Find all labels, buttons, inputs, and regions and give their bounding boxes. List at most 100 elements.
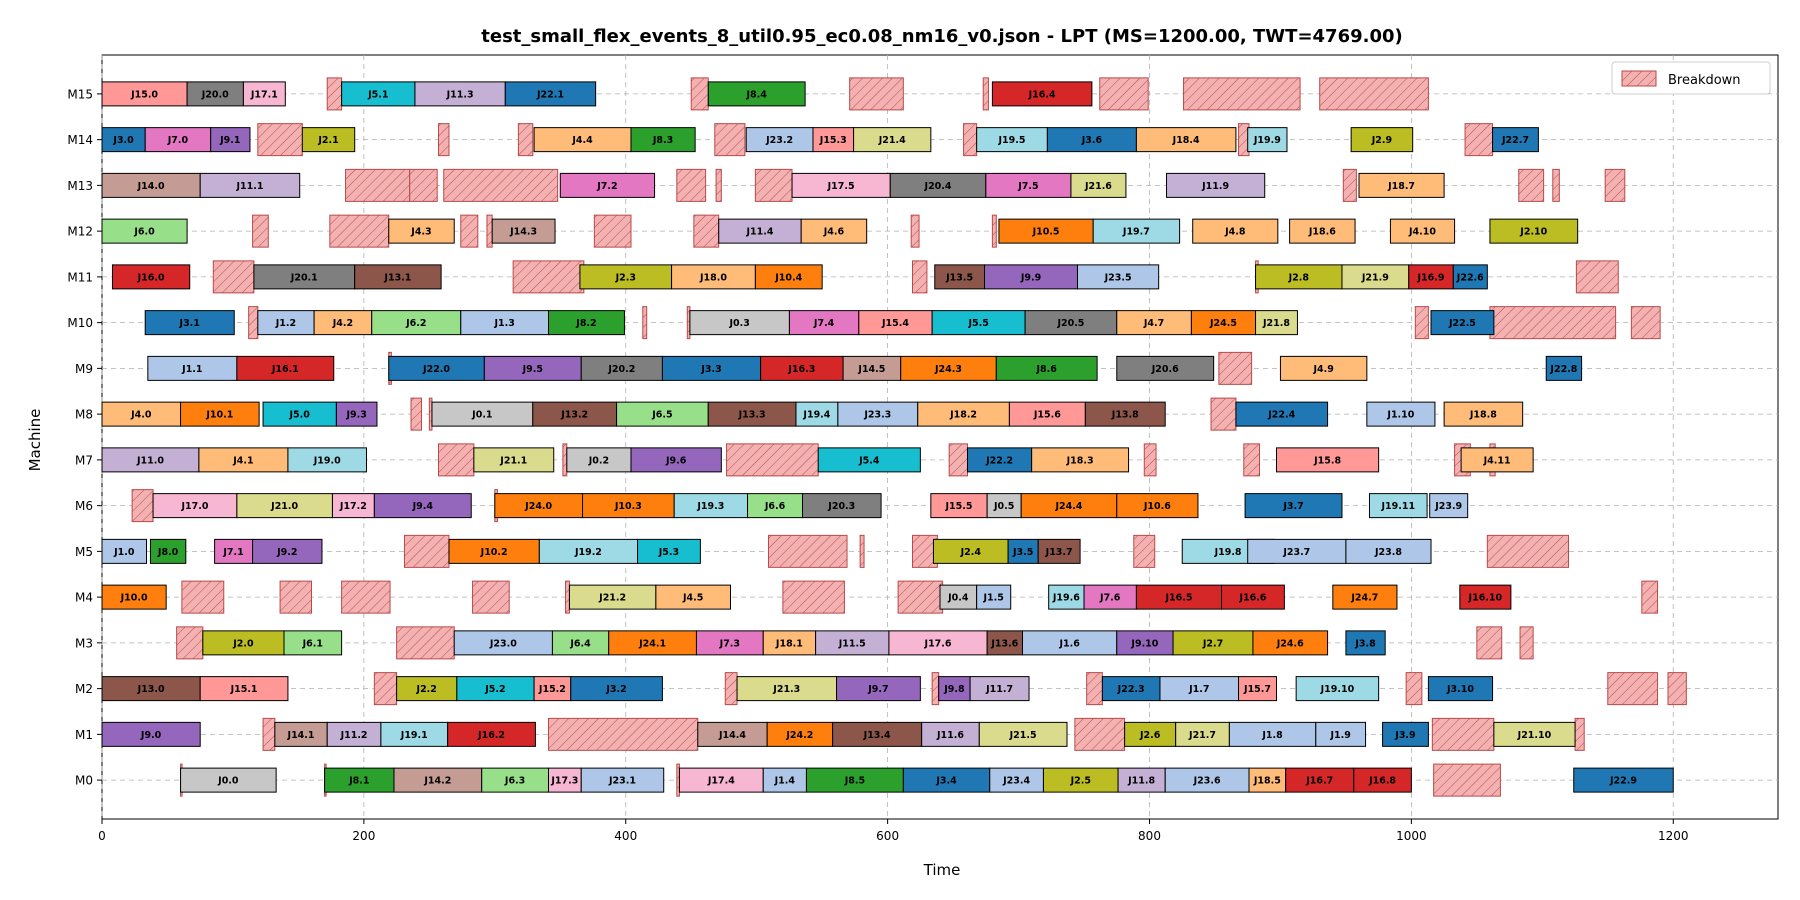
operation-bar [180,767,277,793]
operation-bar [491,218,556,244]
operation-bar [447,721,536,747]
operation-label: J15.4 [881,318,909,329]
operation-label: J10.0 [120,593,148,604]
operation-label: J2.0 [232,638,254,649]
operation-label: J7.1 [222,547,243,558]
breakdown-bar [248,306,259,340]
operation-bar [837,401,919,427]
x-tick-label: 1000 [1396,829,1427,843]
operation-label: J18.2 [949,410,977,421]
operation-label: J1.2 [275,318,296,329]
operation-bar [976,584,1012,610]
operation-bar [214,538,254,564]
operation-bar [1020,493,1118,519]
operation-bar [101,81,188,107]
operation-label: J21.8 [1262,318,1290,329]
operation-label: J9.4 [412,501,434,512]
operation-bar [608,630,697,656]
operation-label: J16.8 [1368,776,1396,787]
breakdown-bar [1433,763,1501,797]
operation-label: J22.0 [422,364,450,375]
operation-bar [101,172,201,198]
breakdown-bar [931,672,940,706]
y-tick-label: M6 [75,499,93,513]
operation-bar [354,264,442,290]
operation-bar [460,310,549,336]
breakdown-bar [279,580,313,614]
operation-bar [242,81,286,107]
operation-label: J5.0 [289,410,311,421]
operation-bar [1460,447,1534,473]
operation-label: J11.4 [745,227,773,238]
operation-label: J0.3 [728,318,749,329]
breakdown-bar [373,672,398,706]
operation-bar [1221,584,1285,610]
operation-bar [1389,218,1456,244]
breakdown-bar [1575,260,1619,294]
operation-label: J20.0 [201,89,229,100]
operation-label: J6.0 [133,227,155,238]
operation-label: J3.10 [1446,684,1474,695]
operation-label: J1.5 [982,593,1003,604]
breakdown-bar [897,580,944,614]
operation-bar [938,676,971,702]
operation-bar [1101,676,1161,702]
x-axis-label: Time [923,861,961,879]
operation-label: J15.0 [130,89,158,100]
plot-area: 0 200 400 600 800 1000 1200 M0 M1 M2 M3 M4 M5 M6 M7 M8 M… [67,54,1779,843]
operation-label: J1.9 [1329,730,1350,741]
operation-label: J24.2 [785,730,813,741]
operation-label: J23.5 [1104,272,1132,283]
x-tick-label: 400 [614,829,637,843]
operation-label: J22.3 [1117,684,1145,695]
operation-label: J3.7 [1282,501,1303,512]
breakdown-bar [1641,580,1659,614]
breakdown-bar [676,168,707,202]
operation-label: J23.3 [863,410,891,421]
operation-bar [1084,401,1166,427]
operation-bar [568,584,657,610]
operation-label: J20.1 [290,272,318,283]
operation-bar [1252,630,1329,656]
operation-label: J17.0 [180,501,208,512]
breakdown-bar [1607,672,1659,706]
operation-label: J3.6 [1081,135,1103,146]
operation-bar [689,310,790,336]
operation-label: J10.6 [1143,501,1171,512]
breakdown-bar [963,123,978,157]
operation-bar [1092,218,1181,244]
breakdown-bar [1552,168,1560,202]
operation-label: J22.4 [1267,410,1295,421]
operation-bar [1083,584,1137,610]
breakdown-bar [1414,306,1429,340]
operation-label: J19.11 [1380,501,1415,512]
operation-bar [1493,721,1576,747]
operation-bar [301,127,356,153]
operation-label: J21.5 [1009,730,1037,741]
operation-label: J16.3 [787,364,815,375]
operation-bar [388,218,455,244]
operation-label: J14.5 [857,364,885,375]
operation-label: J24.1 [638,638,666,649]
operation-bar [1172,630,1254,656]
breakdown-bar [547,717,699,751]
operation-label: J23.9 [1434,501,1462,512]
operation-label: J2.4 [960,547,982,558]
operation-label: J15.7 [1243,684,1271,695]
operation-label: J14.4 [718,730,746,741]
operation-bar [199,172,301,198]
x-tick-label: 1200 [1658,829,1689,843]
operation-bar [1070,172,1127,198]
operation-label: J1.3 [493,318,514,329]
operation-bar [1117,767,1166,793]
breakdown-bar [1183,77,1301,111]
operation-label: J8.3 [652,135,673,146]
x-tick-label: 200 [352,829,375,843]
operation-bar [1489,218,1579,244]
breakdown-bar [262,717,276,751]
operation-label: J23.2 [765,135,793,146]
operation-label: J0.5 [993,501,1014,512]
operation-bar [101,676,201,702]
y-tick-label: M8 [75,408,93,422]
operation-label: J9.6 [665,455,687,466]
